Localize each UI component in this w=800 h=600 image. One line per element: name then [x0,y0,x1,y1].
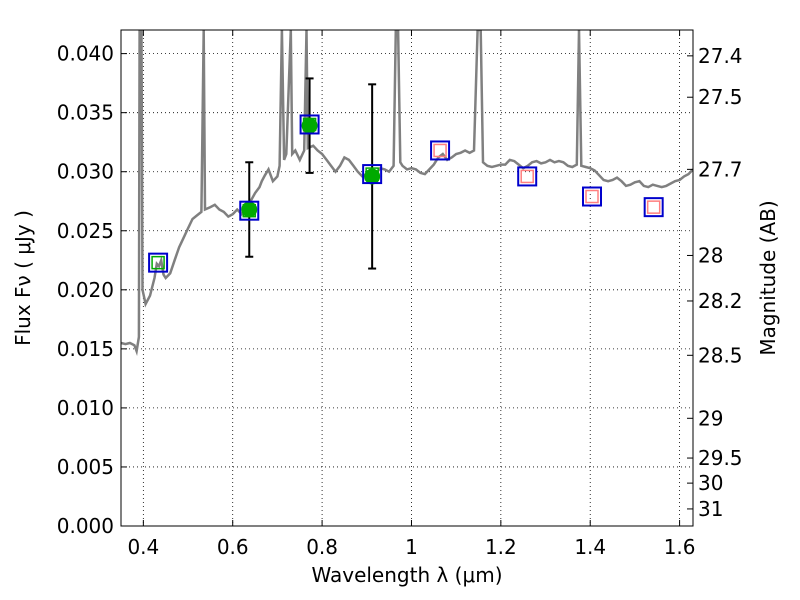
y-tick-label: 0.020 [57,278,114,302]
x-tick-label: 0.6 [217,535,249,559]
model-spectrum-line [121,30,693,357]
x-tick-label: 0.4 [127,535,159,559]
observed-point [301,117,318,134]
x-tick-label: 1 [405,535,418,559]
model-square-inner [302,117,317,132]
magnitude-tick-label: 27.7 [698,157,743,181]
magnitude-tick-label: 28 [698,243,723,267]
y-tick-label: 0.005 [57,455,114,479]
magnitude-tick-label: 28.5 [698,343,743,367]
y-tick-label: 0.040 [57,42,114,66]
model-square-inner [365,167,379,181]
model-square-inner [520,169,534,184]
magnitude-tick-label: 31 [698,497,723,521]
x-axis-ticks: 0.4 0.6 0.8 1 1.2 1.4 1.6 [127,30,696,559]
model-square-inner [151,255,165,270]
magnitude-tick-label: 27.4 [698,44,743,68]
x-tick-label: 1.2 [485,535,517,559]
x-tick-label: 0.8 [306,535,338,559]
y-tick-label: 0.030 [57,160,114,184]
model-square [362,164,383,185]
y-tick-label: 0.000 [57,514,114,538]
magnitude-tick-label: 28.2 [698,289,743,313]
model-square [517,166,538,187]
y-tick-label: 0.010 [57,396,114,420]
y-axis-ticks: 0.000 0.005 0.010 0.015 0.020 0.025 0.030 0.035… [57,42,127,538]
x-tick-label: 1.6 [664,535,696,559]
model-square [643,197,664,218]
model-square-inner [433,143,447,158]
y-tick-label: 0.035 [57,101,114,125]
x-axis-label: Wavelength λ (μm) [311,563,502,587]
model-square-inner [646,200,661,214]
magnitude-tick-label: 29 [698,406,723,430]
model-square [582,186,603,207]
x-tick-label: 1.4 [574,535,606,559]
y-axis-label: Flux Fν ( μJy ) [11,210,35,346]
magnitude-tick-label: 29.5 [698,446,743,470]
magnitude-tick-label: 30 [698,471,723,495]
y-tick-label: 0.025 [57,219,114,243]
model-square [299,114,320,135]
model-square [148,252,169,273]
model-square-inner [585,189,599,204]
magnitude-axis-label: Magnitude (AB) [756,200,780,355]
y-tick-label: 0.015 [57,337,114,361]
model-square [239,200,260,221]
model-square-inner [242,203,257,218]
model-square [430,140,451,161]
grid-lines [121,30,693,527]
magnitude-tick-label: 27.5 [698,85,743,109]
plot-frame [120,29,694,527]
model-photometry-points [148,114,664,273]
observed-point [241,201,258,218]
